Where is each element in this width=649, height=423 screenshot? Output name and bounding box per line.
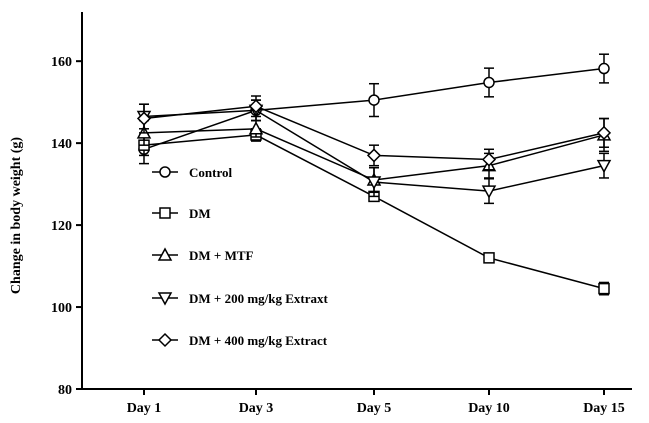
data-point — [483, 76, 495, 89]
x-tick-label: Day 15 — [583, 401, 625, 416]
legend-marker — [157, 247, 173, 261]
y-axis-label: Change in body weight (g) — [9, 137, 24, 294]
series-layer — [136, 53, 612, 296]
legend-item: DM — [152, 206, 211, 221]
y-tick-label: 140 — [51, 137, 72, 152]
x-tick-label: Day 1 — [127, 401, 162, 416]
data-point — [598, 62, 610, 75]
legend-item: Control — [152, 165, 232, 180]
data-point — [366, 176, 382, 190]
data-point — [596, 125, 612, 140]
y-tick-label: 120 — [51, 219, 72, 234]
y-ticks: 80 100 120 140 160 — [51, 55, 82, 398]
data-point — [596, 159, 612, 174]
y-tick-label: 100 — [51, 301, 72, 316]
data-point — [248, 121, 264, 135]
data-point — [248, 99, 264, 114]
data-point — [366, 148, 382, 163]
legend-label: Control — [189, 165, 232, 180]
x-tick-label: Day 10 — [468, 401, 510, 416]
legend-marker — [157, 292, 173, 306]
legend: Control DM DM + MTF DM + 200 mg/kg Extraxt D… — [152, 165, 329, 348]
legend-item: DM + 400 mg/kg Extract — [152, 332, 328, 348]
data-point — [481, 185, 497, 199]
legend-label: DM + 200 mg/kg Extraxt — [189, 291, 329, 306]
legend-marker — [159, 207, 171, 219]
legend-label: DM + MTF — [189, 248, 254, 263]
legend-marker — [157, 332, 173, 348]
data-point — [483, 252, 495, 264]
legend-item: DM + MTF — [152, 247, 254, 263]
legend-item: DM + 200 mg/kg Extraxt — [152, 291, 329, 306]
legend-marker — [159, 166, 171, 178]
y-tick-label: 80 — [58, 383, 72, 398]
x-ticks: Day 1 Day 3 Day 5 Day 10 Day 15 — [127, 389, 625, 416]
x-tick-label: Day 5 — [357, 401, 392, 416]
data-point — [481, 152, 497, 167]
data-point — [368, 94, 380, 106]
y-tick-label: 160 — [51, 55, 72, 70]
data-point — [136, 111, 152, 126]
x-tick-label: Day 3 — [239, 401, 274, 416]
legend-label: DM — [189, 206, 211, 221]
data-point — [598, 282, 610, 295]
series-diamond — [136, 95, 612, 171]
axes — [81, 12, 632, 390]
legend-label: DM + 400 mg/kg Extract — [189, 333, 328, 348]
